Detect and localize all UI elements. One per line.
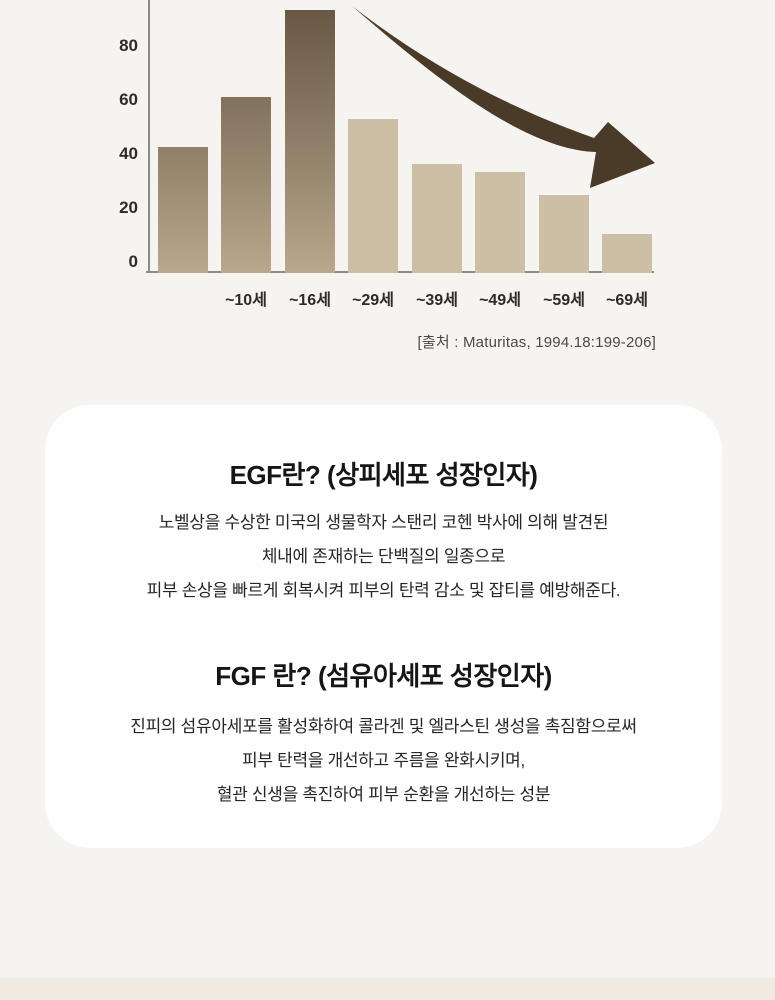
x-tick-label: ~49세 (479, 292, 521, 309)
info-card: EGF란? (상피세포 성장인자) 노벨상을 수상한 미국의 생물학자 스탠리 … (45, 405, 722, 848)
bar-unlabeled (158, 147, 208, 273)
y-axis-line (148, 0, 150, 273)
y-tick-label: 80 (119, 36, 138, 55)
bar-~49세 (475, 172, 525, 273)
bar-~10세 (221, 97, 271, 273)
bar-~16세 (285, 10, 335, 273)
x-tick-label: ~10세 (225, 292, 267, 309)
next-section-strip (0, 978, 775, 1000)
fgf-description-line: 진피의 섬유아세포를 활성화하여 콜라겐 및 엘라스틴 생성을 촉짐함으로써 (130, 717, 637, 736)
bar-~59세 (539, 195, 589, 273)
y-tick-label: 40 (119, 144, 138, 163)
y-tick-label: 0 (128, 252, 138, 271)
y-tick-label: 20 (119, 198, 138, 217)
egf-description-line: 피부 손상을 빠르게 회복시켜 피부의 탄력 감소 및 잡티를 예방해준다. (146, 581, 621, 600)
egf-description-line: 체내에 존재하는 단백질의 일종으로 (261, 547, 506, 566)
x-tick-label: ~29세 (352, 292, 394, 309)
fgf-description-line: 피부 탄력을 개선하고 주름을 완화시키며, (242, 751, 525, 770)
x-tick-label: ~59세 (543, 292, 585, 309)
bar-~29세 (348, 119, 398, 273)
egf-by-age-bar-chart: 0 20 40 60 80 ~10세 ~16세 ~29세 ~39세 ~49세 ~59세 ~69세 [… (0, 0, 775, 380)
x-tick-label: ~16세 (289, 292, 331, 309)
x-tick-label: ~39세 (416, 292, 458, 309)
bar-~69세 (602, 234, 652, 273)
fgf-description-line: 혈관 신생을 촉진하여 피부 순환을 개선하는 성분 (216, 785, 551, 804)
egf-description-line: 노벨상을 수상한 미국의 생물학자 스탠리 코헨 박사에 의해 발견된 (158, 513, 609, 532)
x-axis-line (146, 271, 654, 273)
declining-trend-arrow-icon (352, 6, 655, 188)
fgf-section-title: FGF 란? (섬유아세포 성장인자) (215, 661, 552, 691)
egf-section-title: EGF란? (상피세포 성장인자) (229, 460, 538, 490)
egf-description: 노벨상을 수상한 미국의 생물학자 스탠리 코헨 박사에 의해 발견된 체내에 … (45, 506, 722, 608)
y-tick-label: 60 (119, 90, 138, 109)
fgf-description: 진피의 섬유아세포를 활성화하여 콜라겐 및 엘라스틴 생성을 촉짐함으로써 피… (45, 710, 722, 812)
bar-~39세 (412, 164, 462, 273)
chart-source-citation: [출처 : Maturitas, 1994.18:199-206] (417, 334, 656, 351)
x-tick-label: ~69세 (606, 292, 648, 309)
